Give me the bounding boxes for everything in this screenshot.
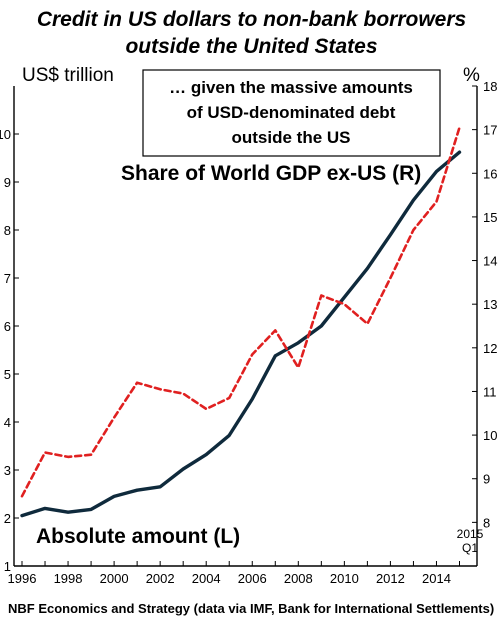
x-tick-label: 1996 [8,571,37,586]
source-note: NBF Economics and Strategy (data via IMF… [8,601,495,616]
left-tick-label: 1 [4,559,11,574]
series-label-absolute: Absolute amount (L) [36,525,240,548]
series-line-absolute-amount [20,150,462,518]
plot-frame [13,86,478,567]
right-tick-label: 9 [483,472,490,487]
right-tick-label: 16 [483,166,497,181]
left-axis-title: US$ trillion [22,65,114,86]
chart-title-line-2: outside the United States [125,35,378,58]
left-tick-label: 7 [4,271,11,286]
right-tick-label: 18 [483,79,497,94]
x-tick-label: 2010 [330,571,359,586]
x-tick-label: 2008 [284,571,313,586]
left-axis-ticks: 1 2 3 4 5 6 7 8 9 10 [0,127,19,574]
series-line-share-of-gdp [20,126,461,498]
right-tick-label: 15 [483,210,497,225]
left-tick-label: 4 [4,415,11,430]
left-tick-label: 9 [4,175,11,190]
right-tick-label: 8 [483,515,490,530]
period-note-year: 2015 [457,527,484,541]
right-axis-title: % [463,65,480,86]
x-tick-label: 2014 [422,571,451,586]
right-tick-label: 12 [483,341,497,356]
chart-title: Credit in US dollars to non-bank borrowe… [0,6,503,60]
right-axis-ticks: 8 9 10 11 12 13 14 15 16 17 18 [472,79,497,530]
left-tick-label: 10 [0,127,11,142]
x-tick-label: 2012 [376,571,405,586]
series-label-share: Share of World GDP ex-US (R) [121,162,421,185]
x-tick-label: 2006 [238,571,267,586]
chart-title-line-1: Credit in US dollars to non-bank borrowe… [36,8,467,31]
x-tick-label: 2000 [100,571,129,586]
annotation-line-2: of USD-denominated debt [187,103,396,122]
right-tick-label: 17 [483,123,497,138]
left-tick-label: 8 [4,223,11,238]
left-tick-label: 6 [4,319,11,334]
x-axis-ticks: 1996 1998 2000 2002 2004 2006 2008 2010 2012 2014 [8,561,460,586]
right-tick-label: 13 [483,297,497,312]
right-tick-label: 10 [483,428,497,443]
period-note-quarter: Q1 [462,541,478,555]
annotation-line-1: … given the massive amounts [169,78,413,97]
left-tick-label: 3 [4,463,11,478]
annotation-box [142,69,441,157]
right-tick-label: 14 [483,254,497,269]
x-tick-label: 2004 [192,571,221,586]
x-tick-label: 2002 [146,571,175,586]
annotation-line-3: outside the US [231,128,350,147]
left-tick-label: 2 [4,511,11,526]
left-tick-label: 5 [4,367,11,382]
series-layer [20,126,462,518]
right-tick-label: 11 [483,384,497,399]
x-tick-label: 1998 [54,571,83,586]
